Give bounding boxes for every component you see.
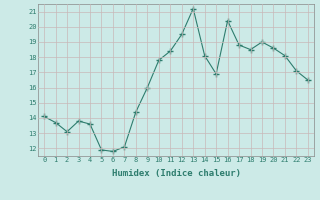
X-axis label: Humidex (Indice chaleur): Humidex (Indice chaleur) xyxy=(111,169,241,178)
